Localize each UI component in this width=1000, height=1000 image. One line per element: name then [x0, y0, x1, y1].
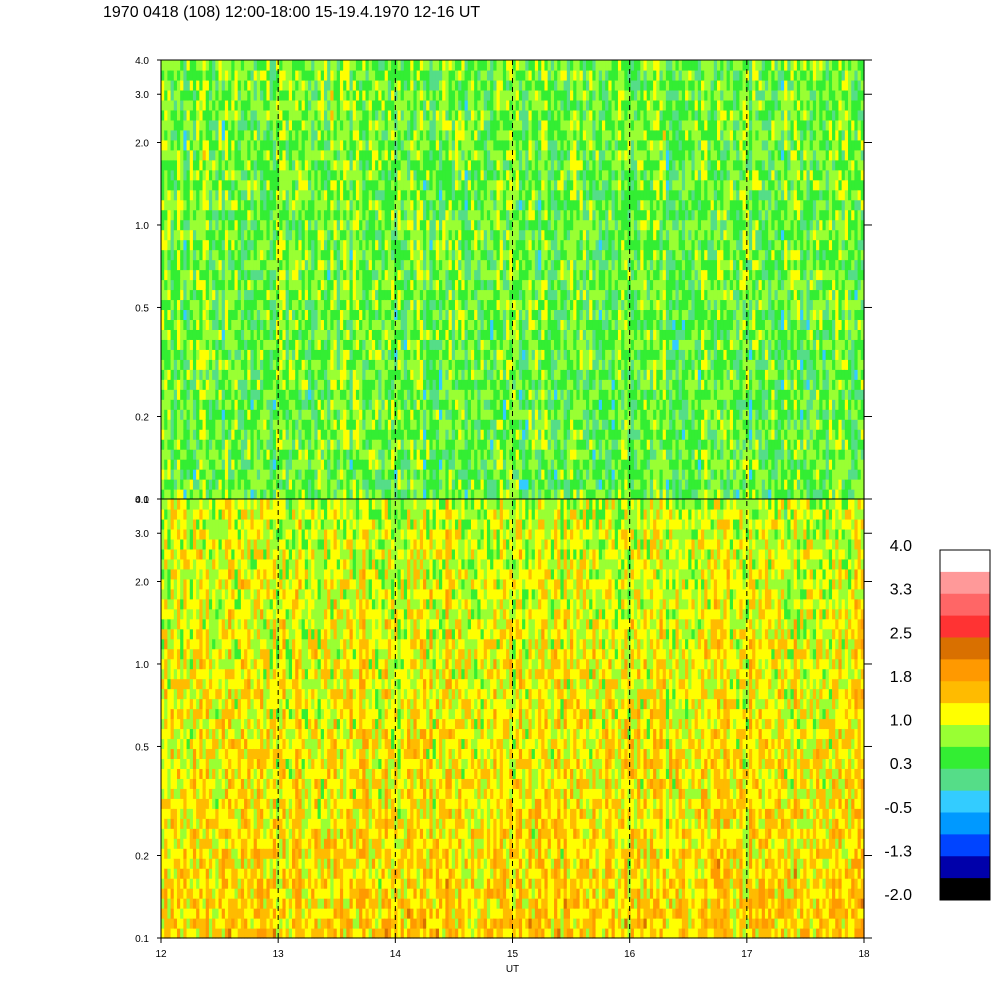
spectrogram-chart: 0.10.20.51.02.03.04.00.10.20.51.02.03.04… [0, 0, 1000, 1000]
